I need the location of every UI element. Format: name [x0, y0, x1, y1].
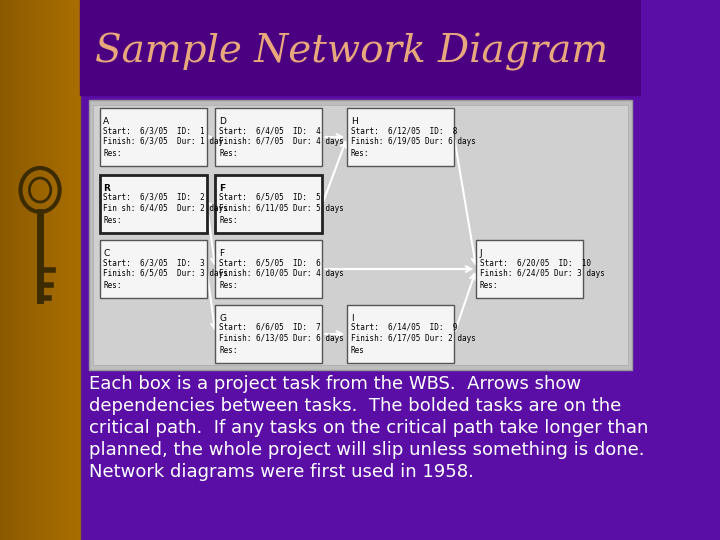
- Text: Fin sh: 6/4/05  Dur: 2 days: Fin sh: 6/4/05 Dur: 2 days: [103, 204, 228, 213]
- Text: Finish: 6/17/05 Dur: 2 days: Finish: 6/17/05 Dur: 2 days: [351, 334, 476, 343]
- Text: Finish: 6/10/05 Dur: 4 days: Finish: 6/10/05 Dur: 4 days: [219, 269, 344, 278]
- Text: D: D: [219, 117, 226, 126]
- Text: dependencies between tasks.  The bolded tasks are on the: dependencies between tasks. The bolded t…: [89, 397, 621, 415]
- Text: Finish: 6/24/05 Dur: 3 days: Finish: 6/24/05 Dur: 3 days: [480, 269, 605, 278]
- Bar: [347, 305, 454, 363]
- Text: Each box is a project task from the WBS.  Arrows show: Each box is a project task from the WBS.…: [89, 375, 581, 393]
- Text: Res:: Res:: [103, 281, 122, 290]
- Text: Start:  6/20/05  ID:  10: Start: 6/20/05 ID: 10: [480, 258, 591, 267]
- Text: C: C: [103, 249, 109, 258]
- Text: Start:  6/6/05  ID:  7: Start: 6/6/05 ID: 7: [219, 323, 321, 332]
- Text: G: G: [219, 314, 226, 323]
- Text: Network diagrams were first used in 1958.: Network diagrams were first used in 1958…: [89, 463, 474, 481]
- Text: Res:: Res:: [103, 149, 122, 158]
- Text: Start:  6/4/05  ID:  4: Start: 6/4/05 ID: 4: [219, 126, 321, 135]
- Text: Start:  6/3/05  ID:  2: Start: 6/3/05 ID: 2: [103, 193, 205, 202]
- Text: F: F: [219, 184, 225, 193]
- Bar: [100, 108, 207, 166]
- Text: Res:: Res:: [480, 281, 498, 290]
- Text: Finish: 6/7/05  Dur: 4 days: Finish: 6/7/05 Dur: 4 days: [219, 137, 344, 146]
- Text: Finish: 6/11/05 Dur: 5 days: Finish: 6/11/05 Dur: 5 days: [219, 204, 344, 213]
- Text: Finish: 6/19/05 Dur: 6 days: Finish: 6/19/05 Dur: 6 days: [351, 137, 476, 146]
- Text: Start:  6/5/05  ID:  6: Start: 6/5/05 ID: 6: [219, 258, 321, 267]
- Bar: [100, 175, 207, 233]
- Text: Start:  6/12/05  ID:  8: Start: 6/12/05 ID: 8: [351, 126, 457, 135]
- Text: Finish: 6/13/05 Dur: 6 days: Finish: 6/13/05 Dur: 6 days: [219, 334, 344, 343]
- Bar: [94, 105, 628, 365]
- Text: Res:: Res:: [351, 149, 369, 158]
- Text: Res:: Res:: [219, 281, 238, 290]
- Text: J: J: [480, 249, 482, 258]
- Bar: [215, 240, 323, 298]
- Text: Start:  6/3/05  ID:  3: Start: 6/3/05 ID: 3: [103, 258, 205, 267]
- Bar: [80, 0, 641, 95]
- Text: R: R: [103, 184, 110, 193]
- Text: Res:: Res:: [219, 149, 238, 158]
- Text: planned, the whole project will slip unless something is done.: planned, the whole project will slip unl…: [89, 441, 644, 459]
- Bar: [215, 108, 323, 166]
- Text: Start:  6/5/05  ID:  5: Start: 6/5/05 ID: 5: [219, 193, 321, 202]
- Text: Finish: 6/5/05  Dur: 3 days: Finish: 6/5/05 Dur: 3 days: [103, 269, 228, 278]
- Text: I: I: [351, 314, 354, 323]
- Bar: [347, 108, 454, 166]
- Bar: [477, 240, 583, 298]
- Text: Res:: Res:: [103, 216, 122, 225]
- Bar: [0, 0, 80, 540]
- Text: critical path.  If any tasks on the critical path take longer than: critical path. If any tasks on the criti…: [89, 419, 649, 437]
- Text: Sample Network Diagram: Sample Network Diagram: [95, 33, 608, 71]
- Text: A: A: [103, 117, 109, 126]
- Text: Start:  6/14/05  ID:  9: Start: 6/14/05 ID: 9: [351, 323, 457, 332]
- Text: F: F: [219, 249, 224, 258]
- Text: Res: Res: [351, 346, 365, 355]
- Text: H: H: [351, 117, 358, 126]
- Bar: [100, 240, 207, 298]
- Text: Finish: 6/3/05  Dur: 1 day: Finish: 6/3/05 Dur: 1 day: [103, 137, 223, 146]
- Bar: [215, 175, 323, 233]
- Bar: [215, 305, 323, 363]
- Bar: [89, 100, 632, 370]
- Text: Res:: Res:: [219, 346, 238, 355]
- Text: Start:  6/3/05  ID:  1: Start: 6/3/05 ID: 1: [103, 126, 205, 135]
- Text: Res:: Res:: [219, 216, 238, 225]
